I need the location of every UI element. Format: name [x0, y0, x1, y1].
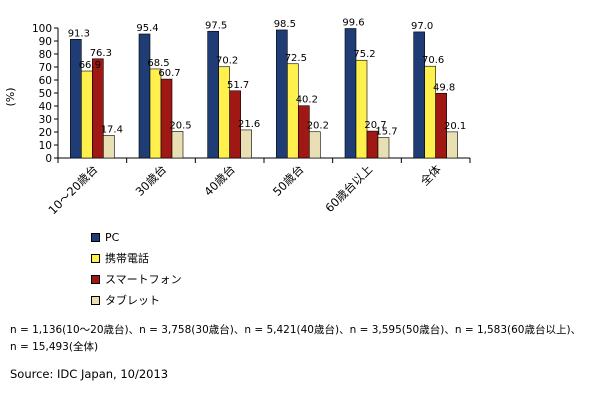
bar	[276, 29, 288, 159]
bar-value-label: 91.3	[68, 28, 90, 39]
bar-value-label: 76.3	[90, 48, 112, 59]
bar-value-label: 97.0	[411, 21, 433, 32]
legend-swatch-tablet	[91, 296, 100, 305]
bar-value-label: 20.1	[444, 121, 466, 132]
bar	[309, 131, 321, 159]
bar-value-label: 20.2	[307, 121, 329, 132]
legend-label-smartphone: スマートフォン	[105, 273, 182, 286]
x-tick-label: 10～20歳台	[45, 162, 100, 217]
bar	[160, 78, 173, 159]
y-tick-label: 40	[39, 101, 52, 113]
bar-value-label: 95.4	[136, 23, 158, 34]
y-tick-label: 70	[39, 62, 52, 74]
bars	[70, 28, 458, 159]
bar-value-label: 40.2	[296, 95, 318, 106]
bar-value-label: 49.8	[433, 82, 455, 93]
bar-value-label: 99.6	[342, 18, 364, 29]
bar-value-label: 20.7	[364, 120, 386, 131]
x-tick-label: 30歳台	[133, 162, 170, 199]
y-tick-label: 90	[39, 36, 52, 48]
bar	[435, 92, 447, 159]
bar-value-label: 17.4	[101, 124, 123, 135]
bar-value-label: 51.7	[227, 80, 249, 91]
bar	[424, 65, 436, 159]
bar	[103, 135, 115, 159]
bar	[171, 131, 184, 159]
bar-value-label: 66.9	[79, 60, 101, 71]
sample-size-note: n = 1,136(10～20歳台)、n = 3,758(30歳台)、n = 5…	[10, 324, 582, 353]
bar-value-label: 15.7	[375, 127, 397, 138]
bar	[81, 70, 93, 159]
bar	[92, 58, 104, 159]
bar-value-label: 75.2	[353, 49, 375, 60]
x-tick-label: 50歳台	[270, 162, 307, 199]
x-tick-label: 40歳台	[201, 162, 238, 199]
y-tick-label: 10	[39, 140, 52, 152]
bar	[413, 31, 425, 159]
legend-label-tablet: タブレット	[105, 294, 160, 307]
bar-value-label: 68.5	[147, 58, 169, 69]
bar	[149, 68, 162, 159]
value-labels: 91.3 66.976.3 17.4 95.4 68.560.7 20.5 97.5 70.2…	[68, 18, 467, 138]
y-tick-label: 80	[39, 49, 52, 61]
y-tick-label: 20	[39, 127, 52, 139]
bar	[229, 90, 241, 159]
x-axis: 10～20歳台 30歳台 40歳台 50歳台 60歳台以上 全体	[45, 157, 471, 217]
bar-value-label: 21.6	[238, 119, 260, 130]
bar-value-label: 70.6	[422, 55, 444, 66]
x-tick-label: 60歳台以上	[322, 162, 375, 215]
bar	[287, 63, 299, 159]
bar	[298, 105, 310, 159]
bar-value-label: 60.7	[158, 68, 180, 79]
bar	[377, 137, 390, 159]
legend-label-mobile-phone: 携帯電話	[105, 252, 149, 265]
bar-value-label: 97.5	[205, 20, 227, 31]
legend-swatch-smartphone	[91, 275, 100, 284]
legend-swatch-pc	[91, 233, 100, 242]
y-axis-label: (%)	[4, 87, 17, 106]
legend-label-pc: PC	[105, 231, 120, 244]
legend-swatch-mobile-phone	[91, 254, 100, 263]
y-tick-label: 30	[39, 114, 52, 126]
y-tick-label: 100	[32, 23, 52, 35]
bar	[70, 39, 82, 159]
y-tick-label: 60	[39, 75, 52, 87]
y-tick-label: 0	[45, 153, 52, 165]
bar	[207, 30, 219, 159]
x-tick-label: 全体	[418, 162, 445, 189]
bar-value-label: 70.2	[216, 56, 238, 67]
bar	[138, 33, 151, 159]
bar-value-label: 20.5	[169, 120, 191, 131]
bar-value-label: 98.5	[274, 19, 296, 30]
y-tick-label: 50	[39, 88, 52, 100]
bar	[446, 131, 458, 159]
bar	[344, 28, 357, 159]
bar	[355, 59, 368, 159]
source-credit: Source: IDC Japan, 10/2013	[10, 367, 169, 381]
bar-value-label: 72.5	[285, 53, 307, 64]
bar	[240, 129, 252, 159]
